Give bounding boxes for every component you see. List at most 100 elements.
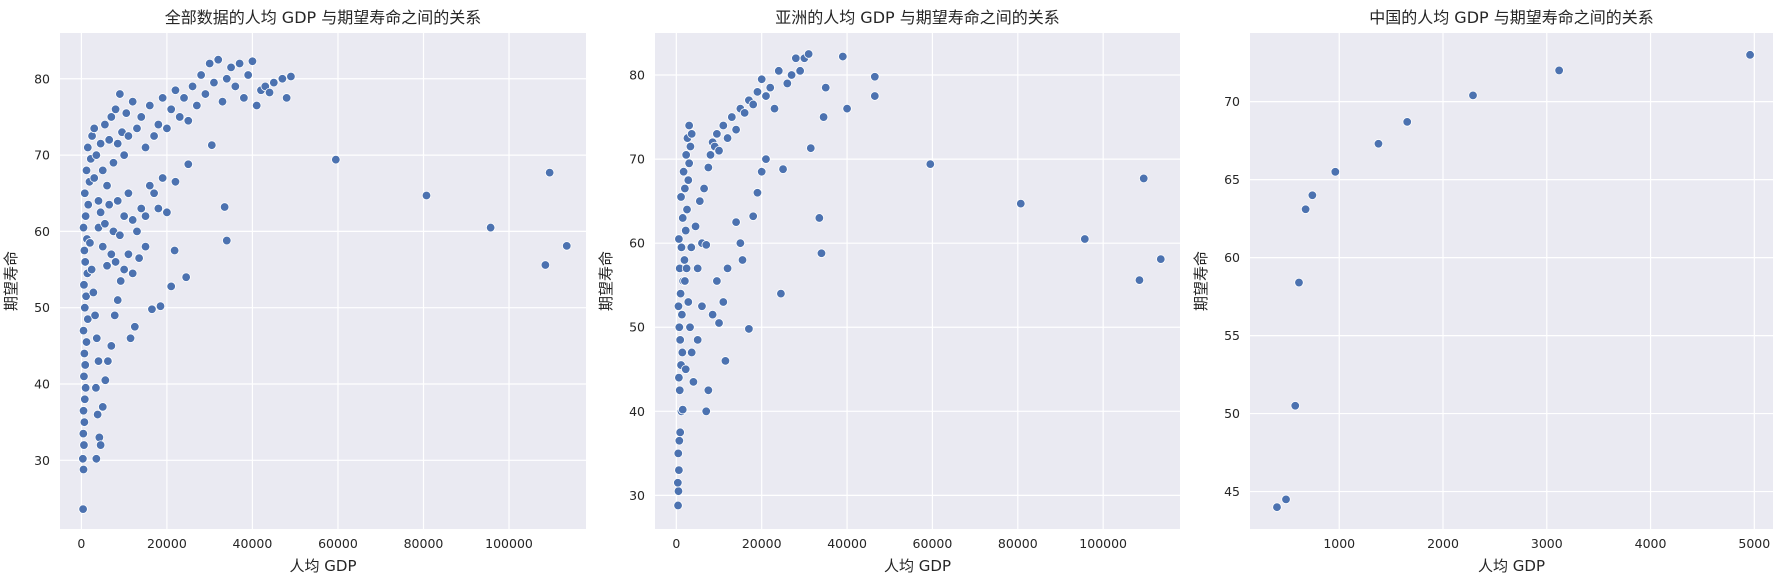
- scatter-point: [870, 91, 880, 101]
- scatter-point: [204, 58, 215, 69]
- scatter-point: [106, 112, 117, 122]
- scatter-point: [230, 81, 241, 92]
- scatter-point: [78, 454, 88, 464]
- scatter-point: [136, 203, 146, 214]
- scatter-point: [697, 301, 707, 311]
- scatter-point: [791, 53, 801, 63]
- y-axis-label: 期望寿命: [1192, 251, 1210, 311]
- scatter-point: [149, 131, 159, 141]
- scatter-point: [718, 120, 728, 131]
- scatter-point: [234, 58, 245, 69]
- x-tick-label: 100000: [485, 536, 533, 551]
- scatter-point: [80, 257, 90, 267]
- scatter-point: [140, 211, 151, 221]
- scatter-point: [674, 372, 684, 383]
- scatter-point: [136, 112, 146, 122]
- scatter-point: [187, 81, 198, 92]
- scatter-point: [123, 188, 134, 198]
- scatter-point: [679, 255, 690, 265]
- scatter-point: [157, 93, 168, 103]
- scatter-point: [1272, 502, 1282, 512]
- scatter-point: [677, 309, 687, 320]
- scatter-point: [78, 464, 89, 475]
- y-tick-label: 50: [629, 320, 645, 335]
- scatter-point: [681, 364, 691, 374]
- scatter-point: [678, 404, 688, 415]
- y-tick-label: 40: [629, 404, 645, 419]
- y-tick-label: 65: [1224, 172, 1240, 187]
- scatter-point: [115, 89, 125, 99]
- scatter-point: [93, 196, 104, 206]
- scatter-point: [162, 207, 172, 218]
- scatter-point: [752, 87, 763, 97]
- scatter-point: [209, 77, 219, 88]
- x-axis-label: 人均 GDP: [290, 557, 357, 575]
- scatter-point: [243, 70, 253, 80]
- scatter-point: [1402, 117, 1412, 127]
- scatter-point: [692, 263, 703, 274]
- scatter-point: [684, 120, 694, 131]
- scatter-point: [85, 238, 95, 248]
- scatter-point: [814, 213, 825, 223]
- scatter-point: [95, 440, 106, 450]
- scatter-point: [95, 138, 106, 149]
- scatter-point: [685, 141, 696, 152]
- y-tick-label: 80: [629, 68, 645, 83]
- scatter-point: [286, 71, 296, 82]
- scatter-point: [145, 100, 155, 111]
- y-tick-label: 55: [1224, 328, 1240, 343]
- x-tick-label: 2000: [1427, 536, 1459, 551]
- scatter-point: [83, 199, 93, 210]
- scatter-point: [925, 159, 936, 169]
- scatter-point: [1294, 277, 1304, 288]
- scatter-point: [675, 385, 685, 395]
- scatter-point: [183, 116, 193, 126]
- scatter-point: [838, 51, 848, 62]
- scatter-point: [842, 103, 852, 114]
- scatter-point: [703, 162, 714, 173]
- scatter-point: [676, 242, 687, 253]
- y-tick-label: 50: [34, 300, 50, 315]
- scatter-point: [102, 261, 112, 271]
- scatter-point: [79, 440, 89, 450]
- scatter-point: [684, 158, 694, 169]
- scatter-point: [78, 325, 89, 336]
- scatter-point: [80, 188, 90, 198]
- scatter-point: [690, 221, 701, 232]
- scatter-point: [79, 417, 90, 427]
- scatter-point: [748, 99, 758, 110]
- scatter-point: [80, 360, 90, 370]
- scatter-point: [712, 276, 722, 286]
- scatter-point: [91, 454, 102, 464]
- scatter-point: [166, 104, 176, 115]
- scatter-point: [678, 167, 689, 177]
- scatter-point: [79, 371, 89, 382]
- scatter-point: [222, 74, 232, 84]
- x-tick-label: 4000: [1635, 536, 1667, 551]
- scatter-point: [752, 188, 763, 198]
- chart-panel-3: 1000 2000 3000 4000 5000 45 50 55 60 65 70 中国的人均 GD…: [1192, 8, 1773, 575]
- scatter-point: [722, 263, 733, 274]
- scatter-point: [140, 241, 151, 252]
- scatter-point: [113, 138, 123, 149]
- scatter-point: [774, 66, 784, 76]
- scatter-point: [116, 276, 126, 286]
- scatter-point: [674, 322, 685, 332]
- scatter-point: [686, 242, 696, 253]
- scatter-point: [200, 89, 211, 99]
- scatter-point: [281, 93, 292, 103]
- scatter-point: [98, 241, 108, 252]
- scatter-point: [731, 124, 741, 135]
- scatter-point: [166, 281, 176, 292]
- scatter-point: [540, 260, 551, 270]
- y-axis-label: 期望寿命: [2, 251, 20, 311]
- scatter-point: [818, 112, 829, 122]
- scatter-point: [132, 123, 142, 134]
- scatter-point: [674, 234, 684, 244]
- scatter-point: [737, 255, 748, 265]
- x-axis-label: 人均 GDP: [1478, 557, 1545, 575]
- scatter-point: [170, 177, 181, 187]
- scatter-point: [744, 324, 754, 334]
- scatter-point: [687, 347, 697, 358]
- scatter-point: [134, 253, 144, 263]
